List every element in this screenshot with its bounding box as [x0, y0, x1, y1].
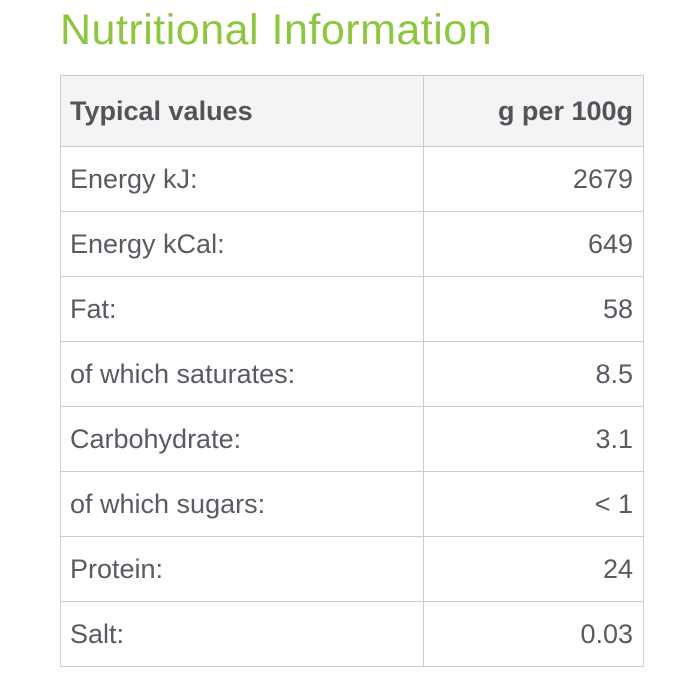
- row-label: Protein:: [60, 536, 424, 602]
- row-value: 24: [423, 536, 644, 602]
- row-label: Fat:: [60, 276, 424, 342]
- row-value: < 1: [423, 471, 644, 537]
- table-row: Carbohydrate: 3.1: [60, 406, 644, 472]
- page: Nutritional Information Typical values g…: [60, 6, 644, 667]
- row-value: 2679: [423, 146, 644, 212]
- row-label: Energy kJ:: [60, 146, 424, 212]
- row-value: 0.03: [423, 601, 644, 667]
- row-label: of which saturates:: [60, 341, 424, 407]
- row-label: Energy kCal:: [60, 211, 424, 277]
- row-label: of which sugars:: [60, 471, 424, 537]
- table-row: Salt: 0.03: [60, 601, 644, 667]
- row-value: 3.1: [423, 406, 644, 472]
- nutrition-table-body: Energy kJ: 2679 Energy kCal: 649 Fat: 58 of wh…: [60, 146, 644, 667]
- table-row: of which saturates: 8.5: [60, 341, 644, 407]
- header-row: Typical values g per 100g: [60, 75, 644, 147]
- nutrition-table: Typical values g per 100g Energy kJ: 2679…: [60, 75, 644, 667]
- table-row: Energy kCal: 649: [60, 211, 644, 277]
- row-value: 58: [423, 276, 644, 342]
- table-row: of which sugars: < 1: [60, 471, 644, 537]
- table-row: Fat: 58: [60, 276, 644, 342]
- table-row: Energy kJ: 2679: [60, 146, 644, 212]
- header-g-per-100g: g per 100g: [423, 75, 644, 147]
- row-label: Salt:: [60, 601, 424, 667]
- table-row: Protein: 24: [60, 536, 644, 602]
- row-value: 8.5: [423, 341, 644, 407]
- header-typical-values: Typical values: [60, 75, 424, 147]
- nutrition-table-header: Typical values g per 100g: [60, 75, 644, 147]
- row-label: Carbohydrate:: [60, 406, 424, 472]
- page-title: Nutritional Information: [60, 6, 493, 54]
- row-value: 649: [423, 211, 644, 277]
